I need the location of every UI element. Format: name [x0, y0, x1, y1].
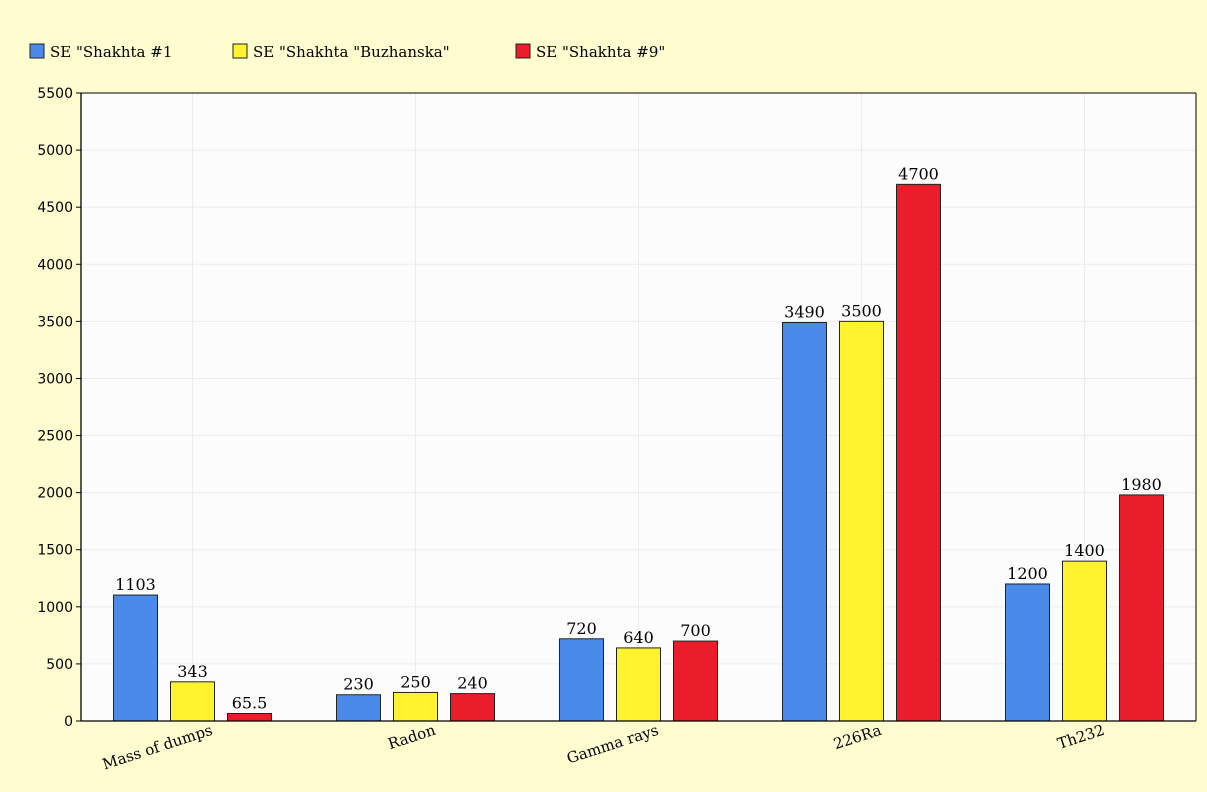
y-tick-label: 3500: [37, 314, 73, 330]
x-category-label: Radon: [386, 721, 438, 753]
y-tick-label: 5500: [37, 86, 73, 102]
bar: [1005, 583, 1050, 722]
bar: [113, 594, 158, 722]
bar-value-label: 3490: [784, 303, 825, 322]
bar: [1119, 494, 1164, 722]
bar-value-label: 1200: [1007, 564, 1048, 583]
bar-value-label: 700: [680, 621, 711, 640]
bar-value-label: 3500: [841, 301, 882, 320]
y-tick-label: 4500: [37, 200, 73, 216]
y-tick-label: 500: [46, 657, 73, 673]
legend-label: SE "Shakhta "Buzhanska": [253, 43, 450, 61]
y-tick-label: 1500: [37, 543, 73, 559]
y-tick-label: 5000: [37, 143, 73, 159]
x-category-label: Gamma rays: [564, 721, 660, 768]
bar-value-label: 4700: [898, 164, 939, 183]
bar: [896, 183, 941, 722]
x-category-label: 226Ra: [831, 721, 883, 753]
bar: [559, 638, 604, 722]
y-tick-label: 1000: [37, 600, 73, 616]
x-category-label: Th232: [1055, 721, 1106, 753]
bar-value-label: 230: [343, 675, 374, 694]
y-tick-label: 0: [64, 714, 73, 730]
bar: [839, 320, 884, 722]
bar: [227, 713, 272, 722]
y-tick-label: 2000: [37, 486, 73, 502]
bar: [1062, 560, 1107, 722]
legend-label: SE "Shakhta #9": [536, 43, 665, 61]
bar-value-label: 1980: [1121, 475, 1162, 494]
x-category-label: Mass of dumps: [100, 721, 215, 774]
bar-value-label: 1103: [115, 575, 156, 594]
bar: [782, 322, 827, 722]
y-tick-label: 2500: [37, 429, 73, 445]
bar-value-label: 343: [177, 662, 208, 681]
bar: [170, 681, 215, 722]
y-tick-label: 4000: [37, 257, 73, 273]
bar-value-label: 65.5: [232, 694, 268, 713]
legend-label: SE "Shakhta #1: [50, 43, 172, 61]
bar-value-label: 640: [623, 628, 654, 647]
bar: [673, 640, 718, 722]
bar-value-label: 1400: [1064, 541, 1105, 560]
legend-swatch: [515, 43, 531, 59]
bar: [336, 694, 381, 722]
legend-swatch: [29, 43, 45, 59]
bar: [450, 693, 495, 722]
bar-value-label: 720: [566, 619, 597, 638]
y-tick-label: 3000: [37, 371, 73, 387]
bar-value-label: 250: [400, 672, 431, 691]
bar: [616, 647, 661, 722]
bar: [393, 691, 438, 722]
legend-swatch: [232, 43, 248, 59]
bar-value-label: 240: [457, 674, 488, 693]
